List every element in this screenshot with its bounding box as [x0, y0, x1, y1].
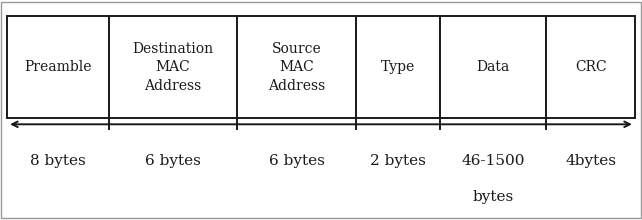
Text: 4bytes: 4bytes	[565, 154, 616, 168]
Text: 6 bytes: 6 bytes	[145, 154, 201, 168]
Bar	[109, 16, 237, 118]
Text: CRC: CRC	[575, 60, 607, 74]
Text: Type: Type	[381, 60, 415, 74]
Text: Source
MAC
Address: Source MAC Address	[268, 42, 325, 92]
Text: bytes: bytes	[473, 190, 514, 204]
Bar	[7, 16, 109, 118]
Text: Preamble: Preamble	[24, 60, 92, 74]
Text: Data: Data	[477, 60, 510, 74]
Text: 2 bytes: 2 bytes	[370, 154, 426, 168]
Bar	[356, 16, 440, 118]
Text: 8 bytes: 8 bytes	[30, 154, 86, 168]
Text: Destination
MAC
Address: Destination MAC Address	[132, 42, 214, 92]
Text: 46-1500: 46-1500	[462, 154, 525, 168]
Bar	[546, 16, 635, 118]
Bar	[237, 16, 356, 118]
Bar	[440, 16, 546, 118]
Text: 6 bytes: 6 bytes	[269, 154, 325, 168]
